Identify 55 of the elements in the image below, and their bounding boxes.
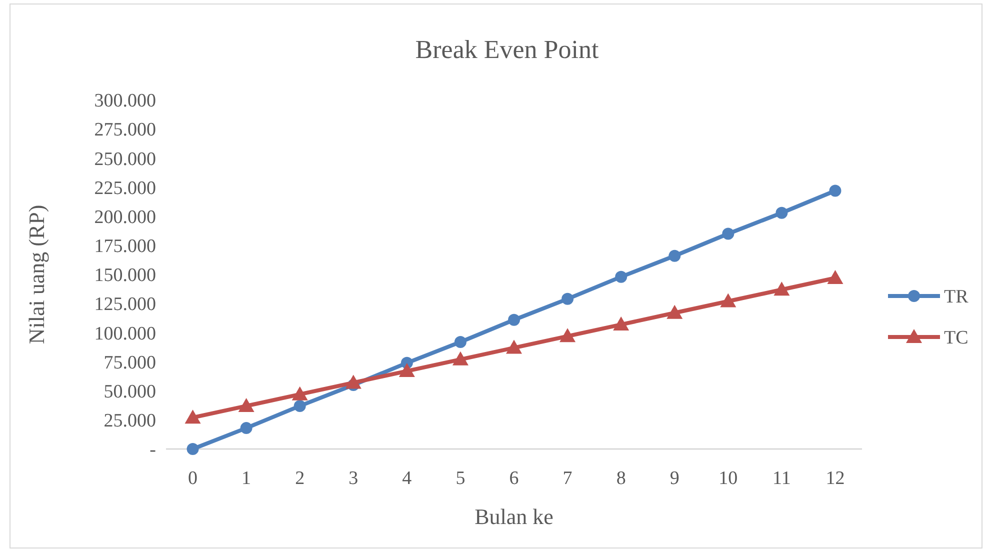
point bbox=[829, 184, 842, 197]
x-tick-label: 8 bbox=[616, 468, 626, 489]
point bbox=[294, 400, 306, 412]
point bbox=[666, 304, 683, 319]
point bbox=[186, 443, 199, 455]
point bbox=[827, 270, 844, 284]
point bbox=[722, 228, 734, 240]
y-tick-label: - bbox=[150, 440, 156, 461]
point bbox=[452, 351, 468, 366]
point bbox=[668, 250, 681, 262]
y-tick-label: 150.000 bbox=[94, 265, 156, 286]
point bbox=[292, 386, 308, 400]
y-tick-label: 250.000 bbox=[94, 148, 156, 170]
chart-title: Break Even Point bbox=[415, 35, 600, 64]
point bbox=[615, 270, 628, 283]
legend-label: TC bbox=[944, 328, 968, 349]
y-tick-label: 200.000 bbox=[94, 206, 156, 228]
point bbox=[562, 292, 574, 305]
x-tick-label: 7 bbox=[562, 468, 572, 489]
x-tick-label: 2 bbox=[295, 468, 305, 489]
point bbox=[613, 316, 630, 331]
point bbox=[506, 340, 522, 354]
x-tick-label: 5 bbox=[456, 468, 466, 489]
x-tick-label: 9 bbox=[670, 468, 680, 489]
y-axis-title: Nilai uang (RP) bbox=[24, 204, 49, 344]
y-tick-label: 275.000 bbox=[94, 120, 156, 141]
x-tick-label: 0 bbox=[188, 468, 198, 489]
y-tick-label: 225.000 bbox=[94, 178, 156, 199]
y-tick-label: 300.000 bbox=[94, 90, 156, 112]
x-tick-label: 10 bbox=[718, 468, 738, 489]
point bbox=[240, 422, 252, 434]
point bbox=[774, 282, 790, 296]
y-tick-label: 100.000 bbox=[94, 323, 156, 344]
x-tick-label: 4 bbox=[402, 468, 412, 489]
point bbox=[345, 374, 362, 389]
y-tick-label: 50.000 bbox=[104, 381, 156, 402]
x-axis-title: Bulan ke bbox=[474, 504, 554, 529]
point bbox=[398, 363, 415, 378]
x-tick-label: 11 bbox=[772, 468, 791, 489]
point bbox=[454, 336, 466, 348]
y-tick-label: 175.000 bbox=[94, 236, 156, 258]
legend-label: TR bbox=[944, 286, 969, 308]
y-tick-label: 25.000 bbox=[104, 410, 156, 432]
point bbox=[184, 410, 201, 424]
point bbox=[508, 314, 520, 326]
x-tick-label: 6 bbox=[509, 468, 519, 489]
point bbox=[776, 206, 788, 219]
x-tick-label: 3 bbox=[348, 468, 358, 489]
x-tick-label: 12 bbox=[826, 468, 845, 489]
point bbox=[720, 293, 736, 308]
point bbox=[560, 328, 576, 342]
y-tick-label: 125.000 bbox=[94, 294, 156, 316]
x-tick-label: 1 bbox=[242, 468, 252, 489]
point bbox=[238, 398, 254, 412]
y-tick-label: 75.000 bbox=[104, 352, 156, 374]
